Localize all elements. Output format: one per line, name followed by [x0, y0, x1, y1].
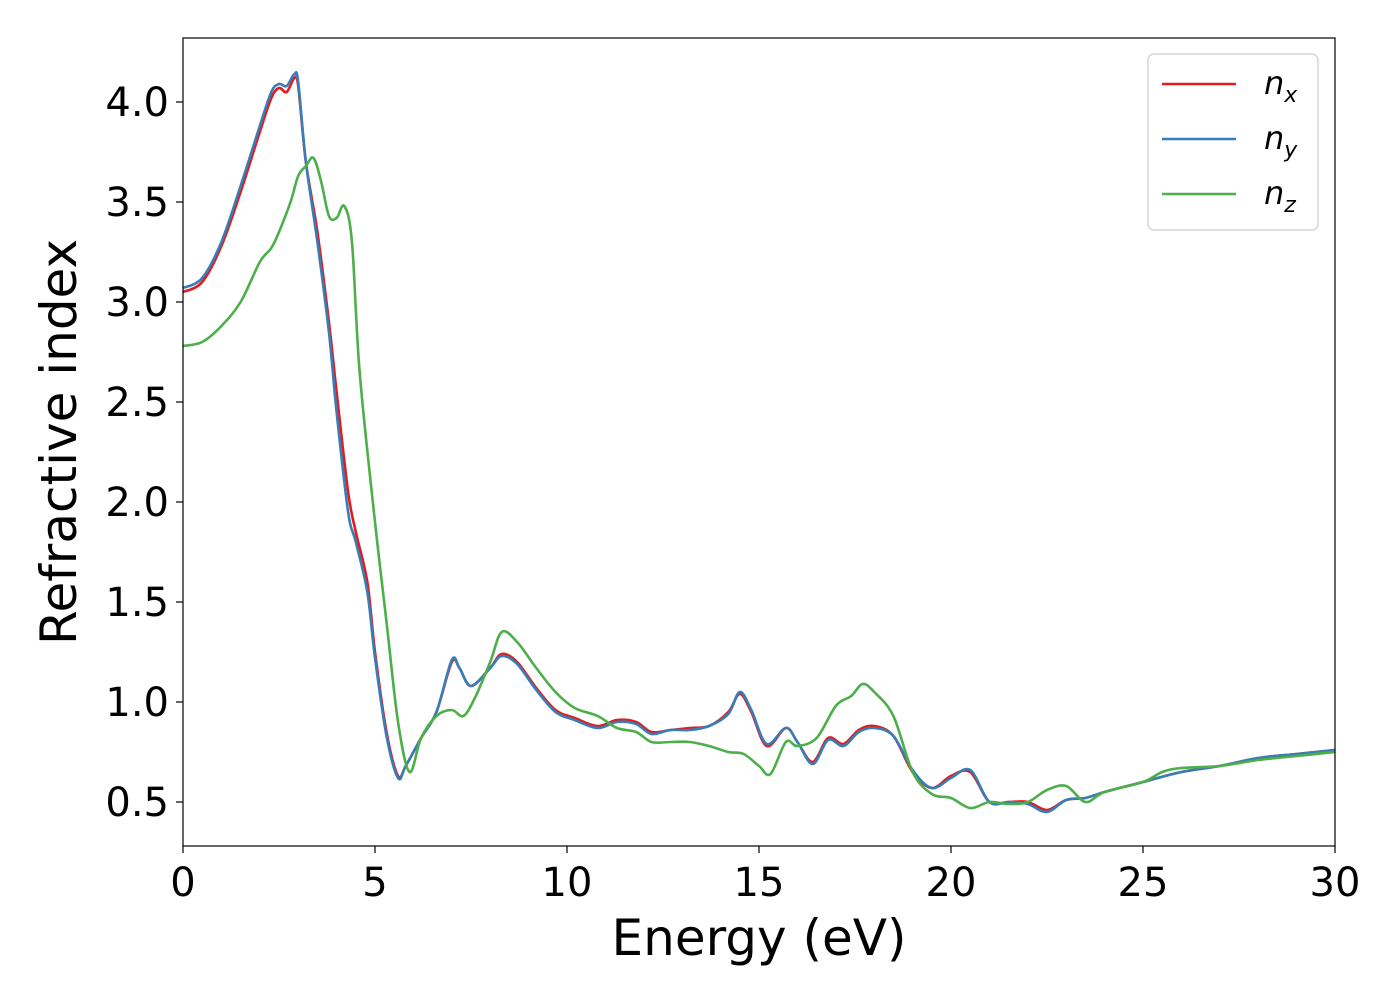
legend-label-n_z: nz — [1264, 174, 1296, 218]
x-tick-label: 5 — [362, 860, 387, 906]
y-tick-label: 1.5 — [105, 580, 169, 626]
legend-box — [1147, 53, 1319, 231]
x-tick-label: 0 — [170, 860, 195, 906]
y-axis-label: Refractive index — [30, 239, 88, 645]
y-tick-label: 3.0 — [105, 280, 169, 326]
x-axis: 0 5 10 15 20 25 30 — [170, 846, 1360, 906]
y-tick-label: 4.0 — [105, 80, 169, 126]
y-tick-label: 1.0 — [105, 680, 169, 726]
legend-label-n_y: ny — [1264, 119, 1298, 163]
y-axis: 0.5 1.0 1.5 2.0 2.5 3.0 3.5 4.0 — [105, 80, 183, 826]
y-tick-label: 3.5 — [105, 180, 169, 226]
legend: nx ny nz — [1147, 53, 1319, 231]
series-line-n_z — [182, 156, 1336, 810]
x-tick-label: 15 — [734, 860, 785, 906]
x-tick-label: 20 — [926, 860, 977, 906]
y-tick-label: 2.0 — [105, 480, 169, 526]
x-tick-label: 25 — [1118, 860, 1169, 906]
x-tick-label: 10 — [542, 860, 593, 906]
legend-label-n_x: nx — [1264, 64, 1298, 108]
series-layer — [182, 70, 1336, 814]
x-axis-label: Energy (eV) — [612, 909, 907, 967]
y-tick-label: 0.5 — [105, 780, 169, 826]
x-tick-label: 30 — [1310, 860, 1361, 906]
y-tick-label: 2.5 — [105, 380, 169, 426]
